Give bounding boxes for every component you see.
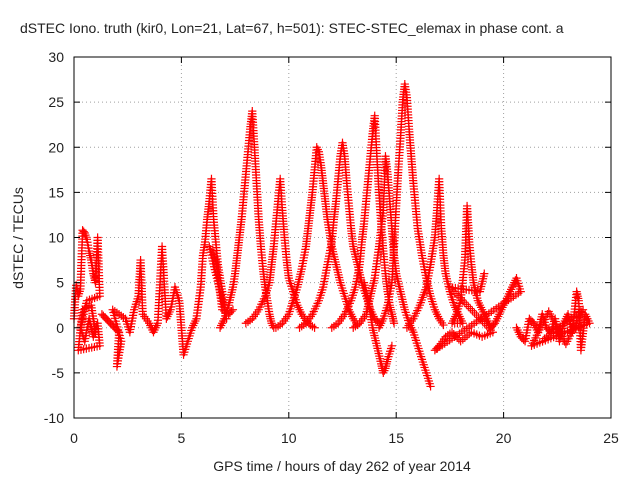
data-point (389, 319, 399, 328)
x-tick-label: 5 (178, 430, 186, 446)
x-tick-label: 25 (603, 430, 619, 446)
data-point (439, 320, 448, 330)
y-tick-label: -10 (44, 410, 64, 426)
y-tick-label: 5 (56, 275, 64, 291)
axis-ticks (73, 56, 612, 419)
data-point (91, 328, 100, 337)
data-point (433, 343, 442, 352)
x-tick-label: 15 (388, 430, 404, 446)
data-point (228, 305, 238, 314)
x-tick-labels: 0 5 10 15 20 25 (70, 430, 619, 446)
y-axis-label: dSTEC / TECUs (10, 187, 26, 289)
chart-title: dSTEC Iono. truth (kir0, Lon=21, Lat=67,… (20, 20, 564, 36)
y-tick-label: 25 (48, 94, 64, 110)
data-marks (69, 79, 594, 391)
y-tick-label: 20 (48, 139, 64, 155)
data-point (480, 269, 489, 278)
x-tick-label: 20 (496, 430, 512, 446)
y-tick-label: 30 (48, 49, 64, 65)
data-point (310, 323, 319, 332)
grid (74, 57, 611, 418)
data-point (387, 341, 397, 350)
x-tick-label: 0 (70, 430, 78, 446)
y-tick-label: -5 (52, 365, 65, 381)
y-tick-label: 15 (48, 184, 64, 200)
y-tick-labels: -10 -5 0 5 10 15 20 25 30 (44, 49, 64, 426)
x-tick-label: 10 (281, 430, 297, 446)
y-tick-label: 10 (48, 230, 64, 246)
data-point (540, 334, 549, 343)
x-axis-label: GPS time / hours of day 262 of year 2014 (213, 458, 471, 474)
y-tick-label: 0 (56, 320, 64, 336)
data-point (227, 307, 236, 316)
data-point (426, 382, 435, 391)
